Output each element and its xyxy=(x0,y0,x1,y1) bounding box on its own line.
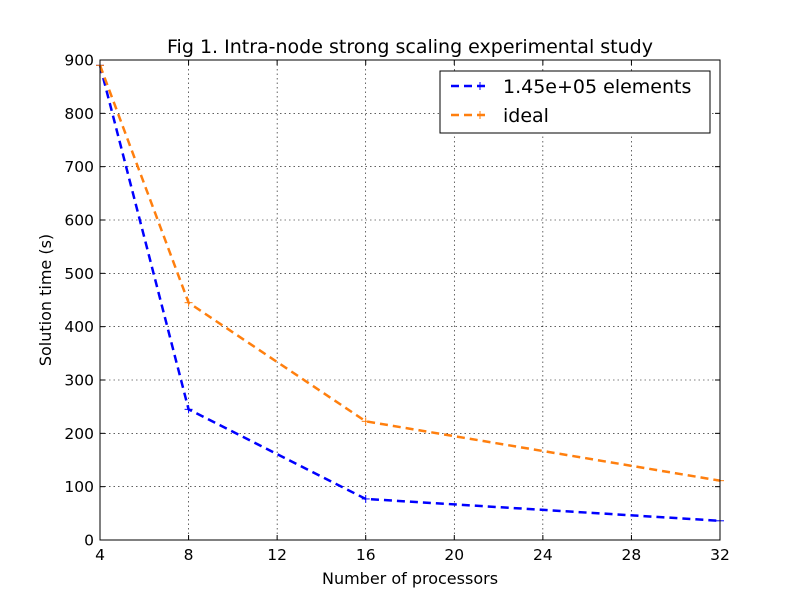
y-axis-label: Solution time (s) xyxy=(36,234,55,366)
legend-label: ideal xyxy=(503,105,549,127)
y-tick-label: 800 xyxy=(64,105,94,123)
legend-label: 1.45e+05 elements xyxy=(503,76,691,98)
legend-box xyxy=(439,70,711,134)
y-tick-label: 400 xyxy=(64,318,94,336)
series-line xyxy=(98,65,721,523)
x-tick-label: 28 xyxy=(622,546,642,564)
x-tick-label: 24 xyxy=(533,546,553,564)
axis-ticks: 4 8 12 16 20 24 28 32 0 100 200 300 400 500 600 700 800 9… xyxy=(64,52,729,565)
x-tick-label: 8 xyxy=(184,546,194,564)
data-point xyxy=(361,417,370,426)
y-tick-label: 500 xyxy=(64,265,94,283)
y-tick-label: 0 xyxy=(84,532,94,550)
plot-frame-border xyxy=(99,59,721,541)
y-tick-label: 100 xyxy=(64,478,94,496)
plot-area xyxy=(99,59,721,541)
x-tick-label: 20 xyxy=(444,546,464,564)
legend-item: 1.45e+05 elements xyxy=(451,76,691,98)
y-tick-label: 300 xyxy=(64,372,94,390)
legend-item: ideal xyxy=(451,105,549,127)
y-tick-label: 200 xyxy=(64,425,94,443)
data-point xyxy=(184,298,193,307)
data-point xyxy=(184,405,193,414)
y-tick-label: 600 xyxy=(64,212,94,230)
legend-items: 1.45e+05 elements ideal xyxy=(451,76,691,127)
x-axis-label: Number of processors xyxy=(322,569,498,588)
x-tick-label: 4 xyxy=(95,546,105,564)
x-tick-label: 16 xyxy=(356,546,376,564)
y-tick-label: 700 xyxy=(64,158,94,176)
x-tick-label: 32 xyxy=(710,546,730,564)
chart-title: Fig 1. Intra-node strong scaling experim… xyxy=(167,36,653,58)
x-tick-label: 12 xyxy=(267,546,287,564)
legend: 1.45e+05 elements ideal xyxy=(439,70,711,134)
y-tick-label: 900 xyxy=(64,52,94,70)
data-point xyxy=(361,494,370,503)
